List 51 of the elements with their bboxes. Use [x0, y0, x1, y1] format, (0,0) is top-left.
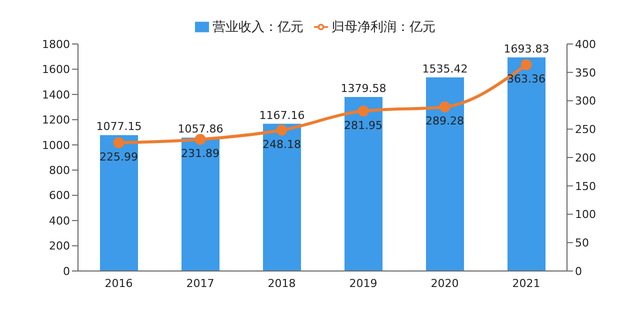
bar [263, 124, 301, 271]
point [520, 59, 532, 70]
y2-tick-label: 350 [575, 66, 596, 80]
y-tick-label: 400 [49, 214, 70, 228]
y-tick-label: 1800 [42, 38, 70, 51]
point [194, 134, 206, 145]
y-tick-label: 1400 [42, 88, 70, 102]
y2-tick-label: 100 [575, 208, 596, 222]
x-tick-label: 2016 [104, 276, 133, 290]
x-tick-label: 2017 [186, 276, 214, 290]
y2-tick-label: 50 [575, 236, 589, 250]
point [358, 105, 369, 116]
point [113, 137, 124, 148]
data-label: 1379.58 [340, 82, 386, 96]
bar [100, 135, 138, 271]
y2-tick-label: 400 [575, 38, 596, 51]
data-label: 225.99 [100, 150, 138, 164]
y2-tick-label: 150 [575, 180, 596, 193]
data-label: 1693.83 [504, 42, 550, 56]
y2-tick-label: 300 [575, 94, 596, 108]
bar [344, 97, 382, 271]
data-label: 1077.15 [96, 120, 142, 134]
point [276, 124, 288, 136]
bar [508, 57, 546, 271]
x-tick-label: 2018 [268, 276, 296, 290]
point [439, 101, 450, 112]
y2-tick-label: 200 [575, 151, 596, 164]
y2-tick-label: 0 [575, 264, 582, 278]
data-label: 1535.42 [422, 62, 468, 76]
legend-label: 归母净利润：亿元 [332, 20, 436, 35]
y-tick-label: 800 [49, 164, 70, 178]
data-label: 363.36 [507, 72, 546, 86]
bar [182, 138, 220, 271]
y-tick-label: 0 [63, 264, 70, 278]
y-tick-label: 1200 [42, 114, 70, 127]
x-tick-label: 2021 [512, 276, 540, 290]
y-tick-label: 200 [49, 240, 70, 253]
data-label: 281.95 [344, 118, 382, 132]
data-label: 289.28 [426, 114, 464, 128]
legend-label: 营业收入：亿元 [212, 20, 304, 35]
y2-tick-label: 250 [575, 123, 596, 136]
bar [426, 77, 464, 271]
data-label: 1167.16 [259, 108, 305, 122]
x-tick-label: 2019 [349, 276, 378, 290]
data-label: 248.18 [262, 138, 301, 151]
data-label: 1057.86 [178, 122, 224, 136]
y-tick-label: 600 [49, 189, 70, 202]
x-tick-label: 2020 [430, 276, 459, 290]
y-tick-label: 1000 [42, 138, 70, 152]
data-label: 231.89 [181, 147, 220, 160]
y-tick-label: 1600 [42, 63, 70, 76]
